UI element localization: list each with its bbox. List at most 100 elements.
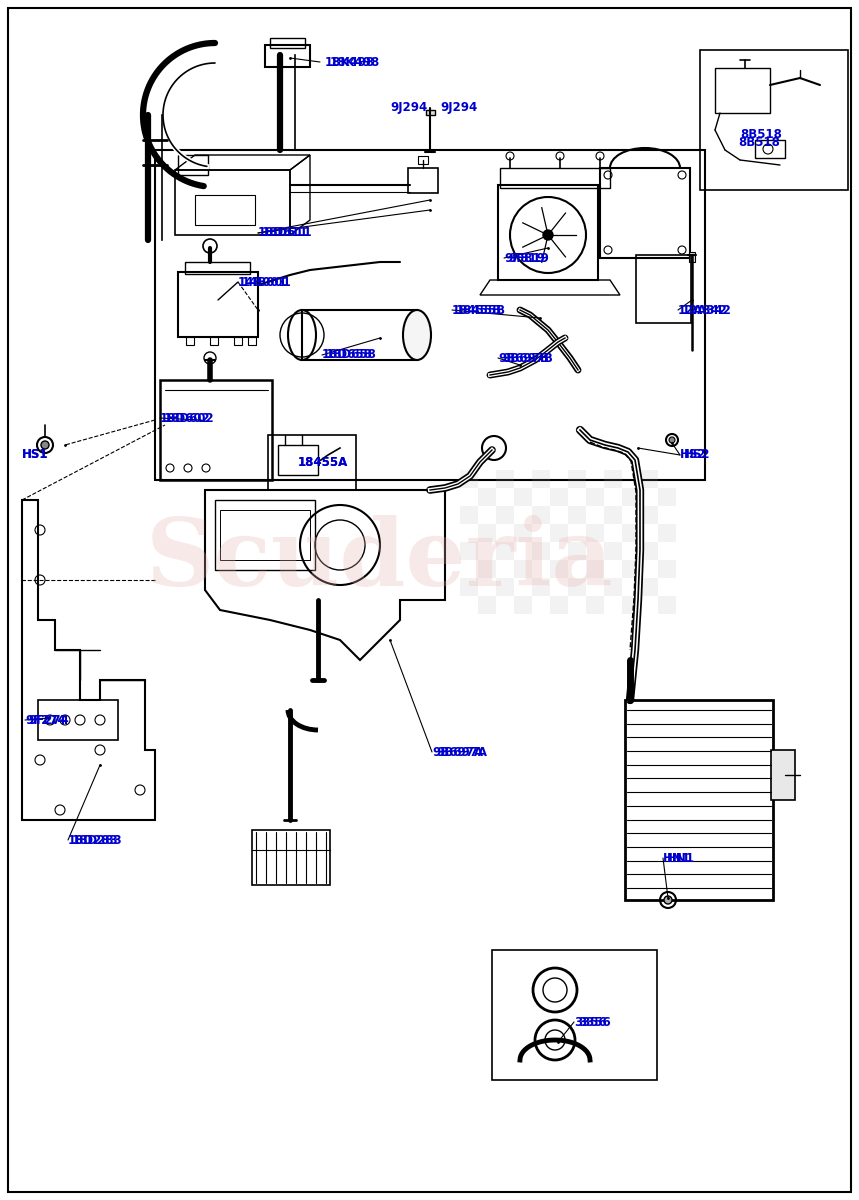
Bar [478, 596, 496, 614]
Bar [178, 272, 258, 337]
Bar [234, 337, 242, 346]
Bar [478, 488, 496, 506]
Bar [498, 185, 598, 280]
Text: 18K498: 18K498 [330, 55, 381, 68]
Bar [460, 470, 478, 488]
Bar [532, 470, 550, 488]
Bar [622, 560, 640, 578]
Text: 8B518: 8B518 [740, 128, 782, 142]
Text: 9F819: 9F819 [504, 252, 545, 264]
Bar [568, 542, 586, 560]
Bar [622, 488, 640, 506]
Bar [658, 488, 676, 506]
Text: 18D283: 18D283 [68, 834, 119, 846]
Text: 3356: 3356 [578, 1015, 611, 1028]
Text: HN1: HN1 [663, 852, 691, 864]
Bar [604, 542, 622, 560]
Bar [658, 560, 676, 578]
Bar [604, 506, 622, 524]
Bar [700, 50, 848, 190]
Bar [302, 310, 417, 360]
Bar [568, 506, 586, 524]
Bar [160, 380, 272, 480]
Bar [496, 542, 514, 560]
Bar [640, 542, 658, 560]
Bar [514, 488, 532, 506]
Text: 18D283: 18D283 [72, 834, 123, 846]
Circle shape [664, 896, 672, 904]
Bar [640, 506, 658, 524]
Text: 9F819: 9F819 [508, 252, 549, 264]
Bar [460, 542, 478, 560]
Bar [550, 596, 568, 614]
Bar [658, 596, 676, 614]
Text: HS2: HS2 [684, 449, 710, 462]
Text: 9B697A: 9B697A [436, 745, 487, 758]
Bar [186, 337, 194, 346]
Text: HS2: HS2 [680, 449, 706, 462]
Text: HS1: HS1 [22, 449, 48, 462]
Text: 18455B: 18455B [452, 304, 503, 317]
Bar [550, 524, 568, 542]
Text: HN1: HN1 [667, 852, 695, 864]
Text: 9J294: 9J294 [390, 102, 427, 114]
Text: 9F274: 9F274 [25, 714, 66, 726]
Bar [586, 524, 604, 542]
Bar [496, 578, 514, 596]
Text: 9B697B: 9B697B [498, 352, 549, 365]
Bar [252, 830, 330, 886]
Bar [600, 168, 690, 258]
Text: 3356: 3356 [574, 1015, 606, 1028]
Bar [568, 578, 586, 596]
Bar [550, 488, 568, 506]
Bar [514, 596, 532, 614]
Bar [460, 506, 478, 524]
Bar [408, 168, 438, 193]
Text: 18K498: 18K498 [325, 55, 375, 68]
Bar [604, 578, 622, 596]
Bar [622, 596, 640, 614]
Bar [514, 560, 532, 578]
Bar [220, 510, 310, 560]
Bar [715, 68, 770, 113]
Text: 18455B: 18455B [456, 304, 506, 317]
Text: 18D611: 18D611 [258, 227, 308, 240]
Bar [248, 337, 256, 346]
Text: 18D611: 18D611 [262, 227, 313, 240]
Bar [478, 524, 496, 542]
Bar [586, 560, 604, 578]
Bar [604, 470, 622, 488]
Bar [155, 150, 705, 480]
Bar [640, 470, 658, 488]
Text: 14B001: 14B001 [242, 276, 292, 288]
Bar [568, 470, 586, 488]
Text: 18D658: 18D658 [322, 348, 373, 361]
Bar [658, 524, 676, 542]
Bar [496, 506, 514, 524]
Bar [215, 500, 315, 570]
Bar [175, 170, 290, 235]
Text: Scuderia: Scuderia [146, 515, 614, 605]
Bar [500, 168, 610, 188]
Bar [265, 44, 310, 67]
Text: 18D602: 18D602 [160, 412, 210, 425]
Text: 18455A: 18455A [298, 456, 348, 468]
Bar [532, 506, 550, 524]
Bar [755, 140, 785, 158]
Bar [550, 560, 568, 578]
Bar [492, 950, 657, 1080]
Circle shape [41, 440, 49, 449]
Text: 18455A: 18455A [298, 456, 348, 468]
Bar [532, 578, 550, 596]
Bar [426, 110, 435, 115]
Text: 8B518: 8B518 [738, 136, 780, 149]
Bar [625, 700, 773, 900]
Text: 12A342: 12A342 [682, 304, 732, 317]
Text: 18D602: 18D602 [164, 412, 215, 425]
Bar [514, 524, 532, 542]
Bar [460, 578, 478, 596]
Text: 9F274: 9F274 [28, 714, 69, 726]
Bar [636, 254, 691, 323]
Bar [478, 560, 496, 578]
Bar [496, 470, 514, 488]
